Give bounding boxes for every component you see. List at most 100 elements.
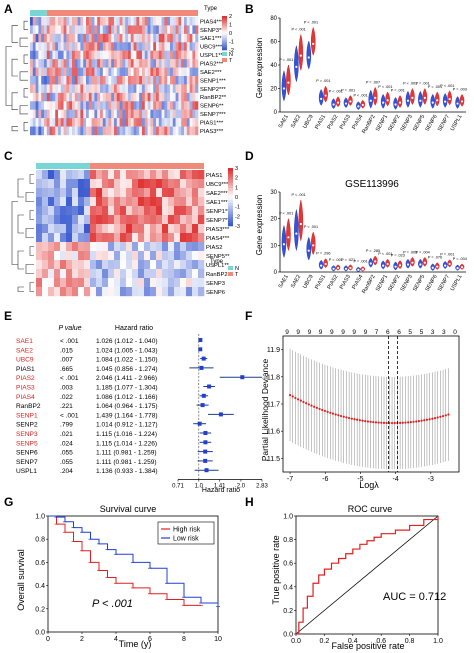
c-cell (36, 251, 43, 261)
e-gene-label: SENP1 (16, 412, 38, 419)
a-cell (32, 67, 36, 77)
a-cell (150, 101, 154, 110)
d-median-dot (411, 261, 414, 264)
a-cell (49, 101, 53, 110)
a-cell (161, 50, 165, 60)
a-cell (102, 42, 106, 51)
a-cell (74, 59, 78, 68)
c-cell (180, 215, 187, 225)
d-median-dot (332, 267, 335, 270)
a-cell (161, 118, 165, 127)
d-pvalue: P < .001 (292, 193, 306, 197)
a-cell (181, 76, 185, 85)
c-cell (120, 224, 127, 234)
f-point (433, 417, 437, 420)
c-cell (174, 269, 181, 279)
a-cell (80, 126, 84, 136)
c-scale-step (228, 214, 233, 218)
c-scale-step (228, 188, 233, 192)
a-cell (60, 101, 64, 110)
c-cell (54, 242, 61, 252)
a-cell (74, 84, 78, 94)
a-cell (77, 92, 81, 102)
a-cell (46, 126, 50, 136)
a-cell (178, 126, 182, 136)
a-cell (192, 76, 196, 85)
a-cell (63, 76, 67, 85)
a-cell (100, 33, 104, 43)
e-estimate (218, 412, 223, 417)
a-cell (100, 25, 104, 35)
a-cell (144, 25, 148, 35)
c-cell (168, 260, 175, 270)
c-cell (72, 206, 79, 216)
c-cell (144, 170, 151, 180)
a-cell (105, 126, 109, 136)
a-cell (150, 33, 154, 43)
a-cell (172, 50, 176, 60)
a-cell (164, 101, 168, 110)
d-median-dot (456, 267, 459, 270)
a-cell (119, 50, 123, 60)
a-cell (119, 126, 123, 136)
a-cell (97, 109, 101, 119)
a-cell (111, 33, 115, 43)
panel-d-title: GSE113996 (345, 179, 399, 190)
a-cell (94, 33, 98, 43)
c-cell (90, 215, 97, 225)
a-cell (164, 84, 168, 94)
b-ytick-label: 20 (270, 87, 277, 93)
a-cell (158, 101, 162, 110)
a-cell (49, 76, 53, 85)
d-median-dot (448, 262, 451, 266)
a-cell (102, 17, 106, 26)
a-cell (167, 109, 171, 119)
c-cell (186, 260, 193, 270)
a-cell (46, 33, 50, 43)
d-median-dot (394, 265, 397, 268)
e-hr-text: 1.185 (1.077 - 1.304) (96, 385, 158, 392)
b-violin-normal (318, 88, 324, 106)
a-cell (60, 50, 64, 60)
a-cell (164, 126, 168, 136)
a-cell (181, 17, 185, 26)
f-point (407, 421, 410, 424)
c-cell (162, 170, 169, 180)
a-cell (88, 42, 92, 51)
a-cell (122, 42, 126, 51)
a-gene-label: SENP7*** (200, 112, 227, 118)
a-cell (55, 126, 59, 136)
b-gene-label: USPL1 (450, 114, 464, 132)
c-scale-step (228, 208, 233, 212)
a-cell (94, 109, 98, 119)
a-cell (161, 33, 165, 43)
a-cell (116, 84, 120, 94)
e-hr-text: 1.115 (1.016 - 1.224) (96, 431, 157, 438)
g-xtick-label: 0 (46, 636, 50, 643)
a-cell (100, 118, 104, 127)
a-cell (60, 67, 64, 77)
c-cell (156, 287, 163, 297)
c-cell (132, 215, 139, 225)
h-ytick-label: 0.2 (283, 608, 293, 615)
b-violin-normal (368, 89, 374, 109)
c-cell (102, 269, 109, 279)
c-cell (132, 179, 139, 189)
a-cell (139, 67, 143, 77)
a-cell (111, 59, 115, 68)
a-cell (105, 92, 109, 102)
d-gene-label: USPL1 (450, 274, 464, 292)
b-median-dot (419, 99, 422, 102)
a-cell (130, 92, 134, 102)
a-cell (184, 67, 188, 77)
c-cell (162, 251, 169, 261)
c-cell (108, 260, 115, 270)
b-violin-tumor (372, 86, 378, 106)
c-cell (42, 278, 49, 288)
a-cell (164, 42, 168, 51)
c-cell (114, 278, 121, 288)
a-gene-label: PIAS4**** (200, 19, 226, 25)
c-cell (54, 197, 61, 207)
a-cell (133, 59, 137, 68)
